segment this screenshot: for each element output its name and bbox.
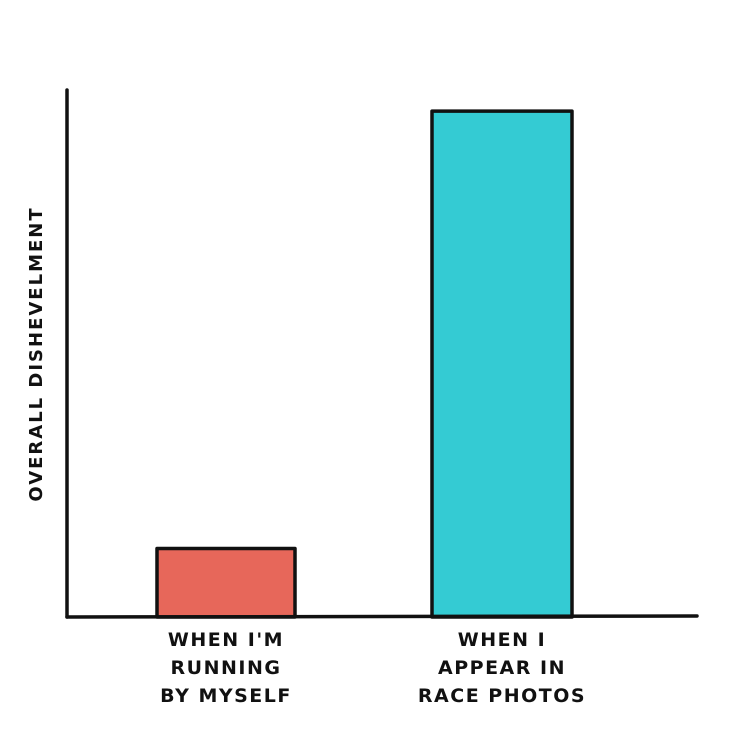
category-label-line: APPEAR IN bbox=[438, 657, 566, 679]
y-axis-label: OVERALL DISHEVELMENT bbox=[26, 206, 47, 501]
bar-1 bbox=[155, 546, 297, 619]
category-label-line: WHEN I bbox=[458, 629, 546, 651]
bar-2 bbox=[430, 109, 574, 619]
category-label-1: WHEN I'M RUNNING BY MYSELF bbox=[160, 629, 292, 707]
x-axis-line bbox=[65, 614, 699, 619]
category-label-2: WHEN I APPEAR IN RACE PHOTOS bbox=[418, 629, 586, 707]
category-label-line: RUNNING bbox=[171, 657, 282, 679]
category-label-line: RACE PHOTOS bbox=[418, 685, 586, 707]
bars-group bbox=[155, 109, 574, 619]
category-label-line: WHEN I'M bbox=[168, 629, 284, 651]
category-label-line: BY MYSELF bbox=[160, 685, 292, 707]
category-labels-group: WHEN I'M RUNNING BY MYSELF WHEN I APPEAR IN R… bbox=[160, 629, 586, 707]
